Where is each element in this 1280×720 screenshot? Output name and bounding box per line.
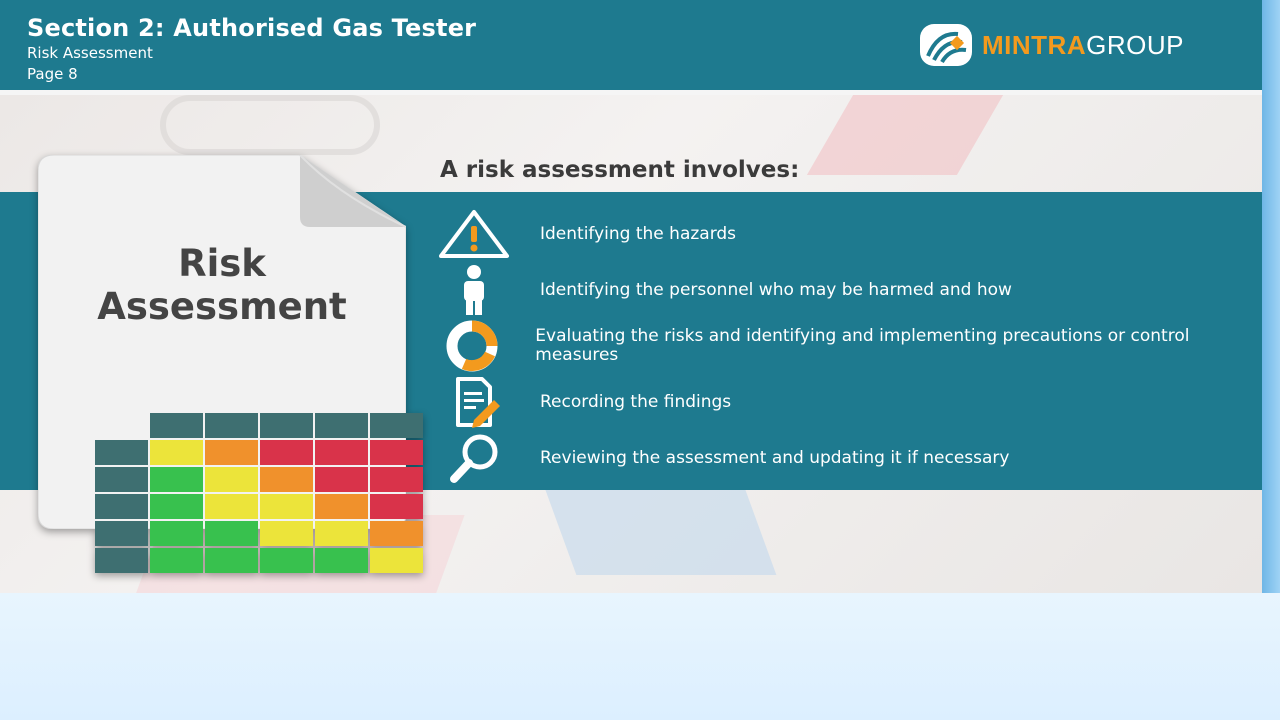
- matrix-cell-yellow: [370, 548, 423, 573]
- matrix-cell-yellow: [205, 494, 258, 519]
- slide-header: Section 2: Authorised Gas Tester Risk As…: [0, 0, 1262, 90]
- topic-subtitle: Risk Assessment: [27, 44, 153, 62]
- background-pink-shape: [806, 95, 1004, 175]
- list-item: Recording the findings: [434, 375, 1234, 429]
- logo-brand-secondary: GROUP: [1086, 29, 1184, 60]
- matrix-cell-green: [150, 494, 203, 519]
- background-clipboard-shape: [160, 95, 380, 155]
- slide-heading: A risk assessment involves:: [440, 157, 800, 183]
- matrix-cell-orange: [260, 467, 313, 492]
- matrix-cell-red: [315, 440, 368, 465]
- matrix-cell-red: [370, 494, 423, 519]
- matrix-cell-red: [315, 467, 368, 492]
- matrix-cell-yellow: [315, 521, 368, 546]
- matrix-header-cell: [370, 413, 423, 438]
- matrix-header-cell: [315, 413, 368, 438]
- matrix-cell-orange: [315, 494, 368, 519]
- mintra-logo-mark-icon: [920, 24, 972, 66]
- matrix-cell-green: [315, 548, 368, 573]
- matrix-cell-green: [150, 548, 203, 573]
- risk-assessment-card: Risk Assessment: [38, 155, 423, 573]
- matrix-header-cell: [260, 413, 313, 438]
- list-item-text: Identifying the hazards: [540, 223, 737, 244]
- matrix-row-header-cell: [95, 548, 148, 573]
- card-title-line1: Risk: [178, 242, 266, 285]
- matrix-cell-red: [370, 440, 423, 465]
- matrix-cell-yellow: [260, 521, 313, 546]
- matrix-cell-green: [205, 548, 258, 573]
- list-item-text: Reviewing the assessment and updating it…: [540, 447, 1010, 468]
- matrix-row-header-cell: [95, 494, 148, 519]
- matrix-cell-green: [260, 548, 313, 573]
- page-number: Page 8: [27, 65, 78, 83]
- matrix-cell-red: [260, 440, 313, 465]
- matrix-row-header-cell: [95, 440, 148, 465]
- matrix-header-cell: [150, 413, 203, 438]
- header-divider: [0, 90, 1262, 95]
- list-item: Evaluating the risks and identifying and…: [434, 319, 1234, 373]
- document-pen-icon: [456, 377, 500, 428]
- matrix-cell-orange: [205, 440, 258, 465]
- matrix-cell-green: [205, 521, 258, 546]
- matrix-cell-green: [150, 521, 203, 546]
- list-item-text: Recording the findings: [540, 391, 732, 412]
- matrix-cell-yellow: [205, 467, 258, 492]
- list-item: Identifying the hazards: [434, 207, 1234, 261]
- person-icon: [464, 265, 484, 315]
- card-title-line2: Assessment: [97, 285, 347, 328]
- slide-content: A risk assessment involves: Identifying …: [0, 95, 1262, 593]
- document-sheet-icon: [38, 155, 406, 529]
- magnifier-icon: [450, 434, 498, 483]
- list-item: Reviewing the assessment and updating it…: [434, 431, 1234, 485]
- mintra-logo: MINTRAGROUP: [918, 22, 1184, 68]
- matrix-cell-green: [150, 467, 203, 492]
- list-item: Identifying the personnel who may be har…: [434, 263, 1234, 317]
- background-blue-shape: [543, 485, 777, 575]
- matrix-cell-yellow: [260, 494, 313, 519]
- window-edge-strip: [1262, 0, 1280, 593]
- matrix-cell-red: [370, 467, 423, 492]
- list-item-text: Identifying the personnel who may be har…: [540, 279, 1012, 300]
- matrix-header-cell: [205, 413, 258, 438]
- cycle-arrows-icon: [446, 320, 498, 372]
- logo-brand-primary: MINTRA: [982, 29, 1087, 60]
- list-item-text: Evaluating the risks and identifying and…: [535, 326, 1190, 365]
- matrix-cell-orange: [370, 521, 423, 546]
- matrix-cell-yellow: [150, 440, 203, 465]
- matrix-row-header-cell: [95, 467, 148, 492]
- matrix-row-header-cell: [95, 521, 148, 546]
- slide-background-lower: [0, 593, 1280, 720]
- warning-triangle-icon: [439, 210, 509, 258]
- section-title: Section 2: Authorised Gas Tester: [27, 14, 477, 42]
